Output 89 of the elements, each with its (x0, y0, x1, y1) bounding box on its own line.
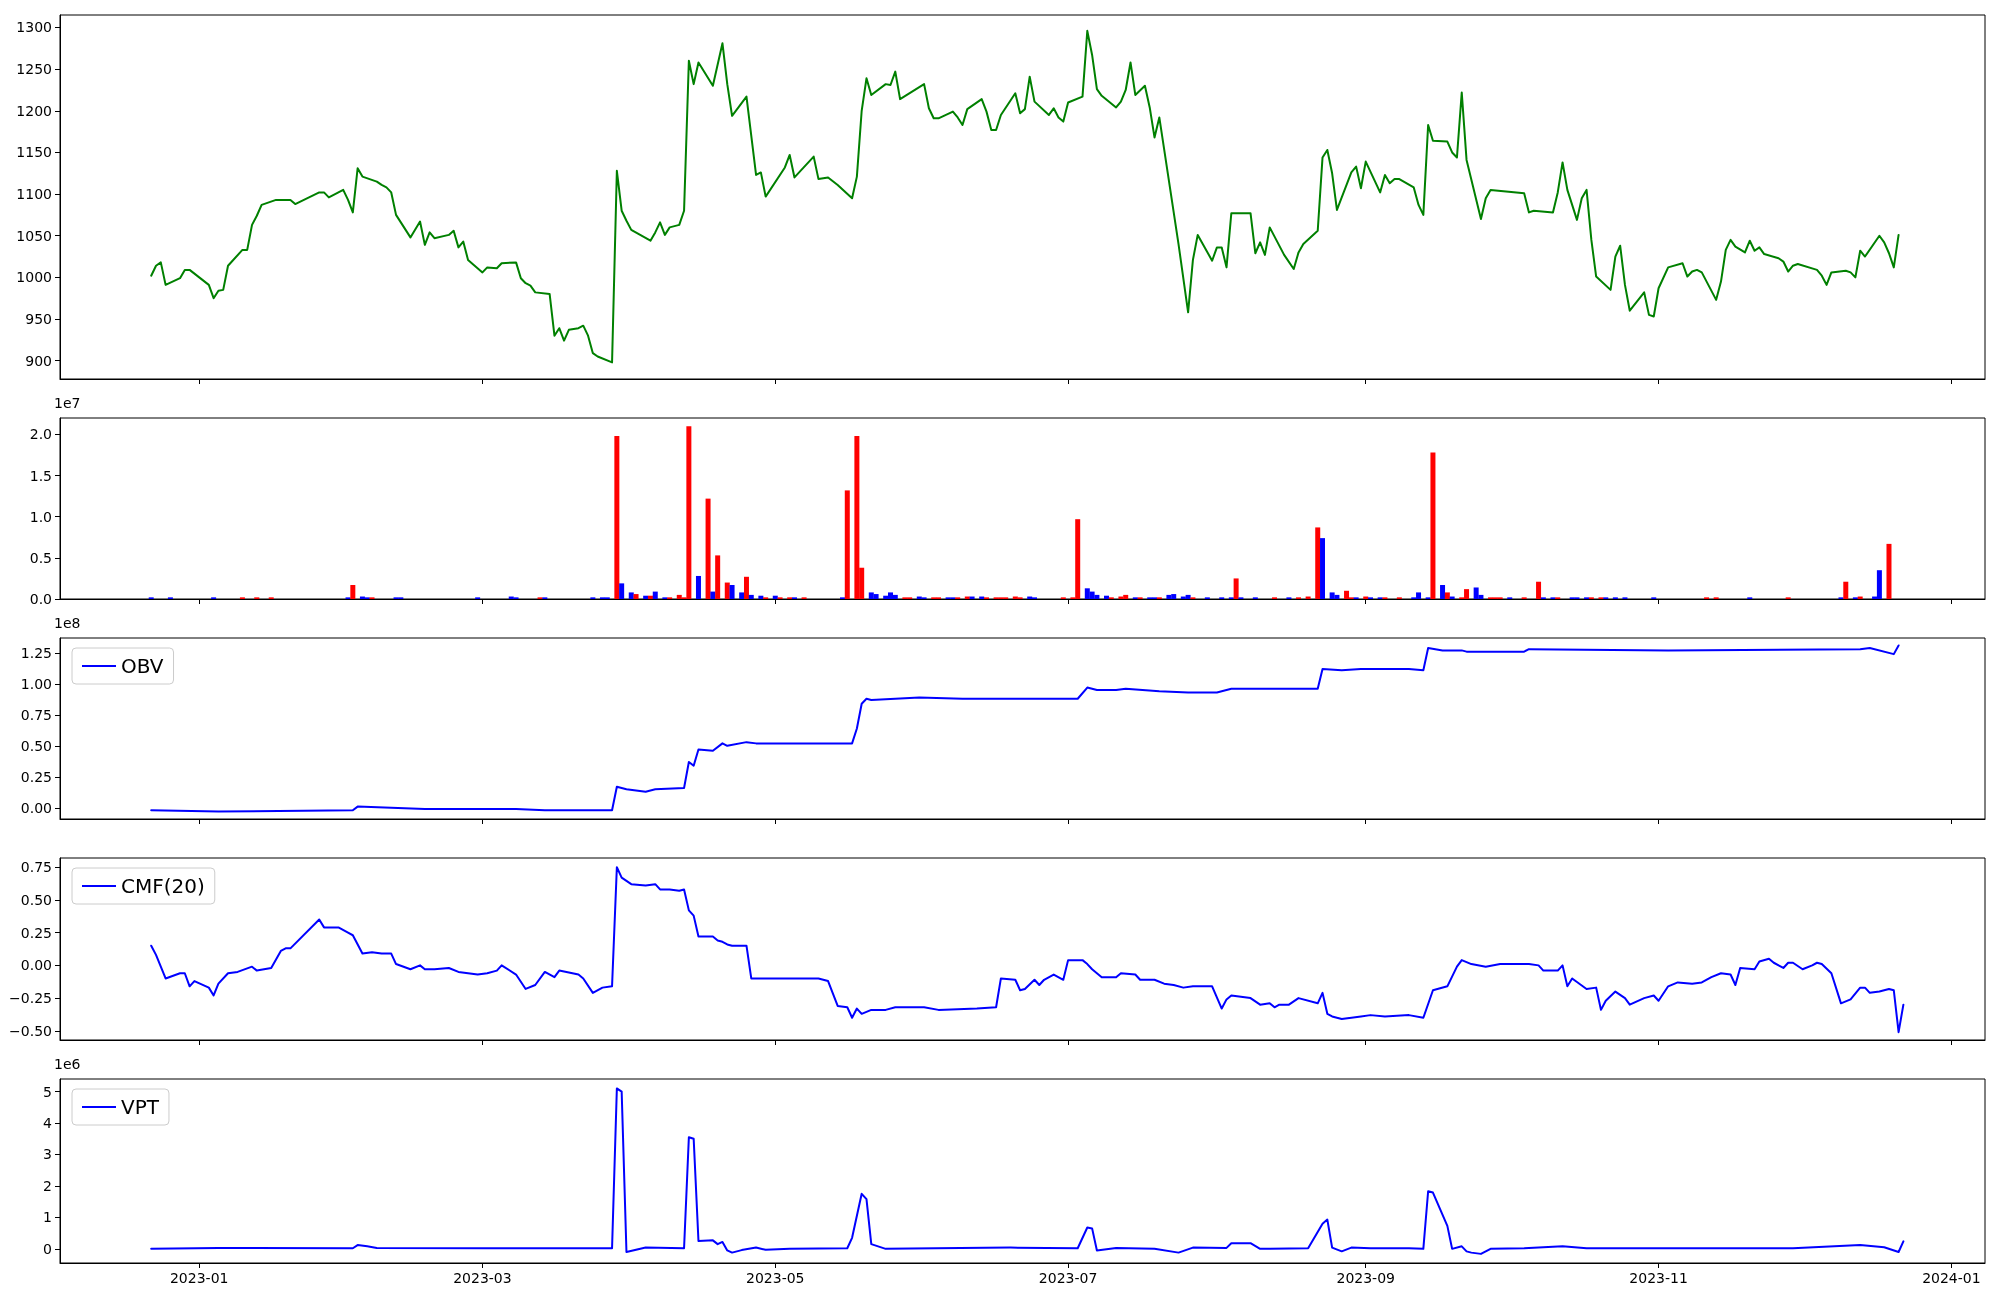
y-tick-label: 0.50 (20, 737, 52, 754)
bar (1536, 581, 1542, 599)
text: 1e8 (54, 615, 81, 631)
bar (1334, 594, 1340, 599)
x-tick-label: 2024-01 (1922, 1270, 1981, 1286)
y-tick-label: 1.5 (29, 467, 52, 484)
bar (739, 592, 745, 599)
bar (715, 555, 721, 599)
legend-label: OBV (121, 654, 164, 678)
y-tick-label: −0.25 (9, 990, 52, 1007)
bar (619, 583, 625, 599)
y-tick-label: 1.00 (20, 675, 52, 692)
y-tick-label: 1200 (16, 102, 52, 119)
bar (743, 576, 749, 599)
bar (1329, 592, 1335, 599)
bar (724, 582, 730, 599)
y-tick-label: 1150 (16, 144, 52, 161)
y-tick-label: 1.25 (20, 644, 52, 661)
y-tick-label: 1250 (16, 61, 52, 78)
x-tick-label: 2023-11 (1629, 1270, 1688, 1286)
y-tick-label: 1000 (16, 269, 52, 286)
bar (1886, 543, 1892, 599)
y-tick-label: 1.0 (29, 508, 52, 525)
legend-label: CMF(20) (121, 874, 205, 898)
bar (1315, 527, 1321, 599)
bar (647, 595, 653, 599)
y-tick-label: 1 (43, 1209, 52, 1226)
y-tick-label: 2 (43, 1177, 52, 1194)
legend-label: VPT (121, 1095, 160, 1119)
x-tick-label: 2023-09 (1336, 1270, 1395, 1286)
y-tick-label: 950 (25, 311, 52, 328)
x-tick-label: 2023-03 (453, 1270, 512, 1286)
bar (710, 591, 716, 599)
bar (1166, 594, 1172, 599)
x-tick-label: 2023-01 (169, 1270, 229, 1286)
y-tick-label: 0 (43, 1240, 52, 1257)
y-tick-label: 900 (25, 352, 52, 369)
bar (1233, 578, 1239, 599)
bar (350, 585, 356, 599)
bar (892, 594, 898, 599)
line-series (150, 29, 1900, 364)
bar (643, 595, 649, 599)
bar (633, 594, 639, 599)
text: 1e7 (54, 395, 81, 411)
y-tick-label: 0.50 (20, 891, 52, 908)
bar (652, 591, 658, 599)
bar (729, 585, 735, 599)
y-tick-label: 3 (43, 1146, 52, 1163)
x-tick-label: 2023-07 (1038, 1270, 1098, 1286)
y-tick-label: 0.75 (20, 706, 52, 723)
bar (1444, 592, 1450, 599)
y-tick-label: −0.50 (9, 1022, 52, 1039)
bar (705, 498, 711, 599)
bar (873, 594, 879, 599)
y-tick-label: 0.75 (20, 859, 52, 876)
y-tick-label: 0.25 (20, 924, 52, 941)
y-tick-label: 0.00 (20, 799, 52, 816)
bar (628, 592, 634, 599)
bar (758, 595, 764, 599)
y-tick-label: 1100 (16, 186, 52, 203)
bar (1320, 538, 1326, 599)
bar (1430, 452, 1436, 599)
y-tick-label: 1050 (16, 227, 52, 244)
y-tick-label: 2.0 (29, 426, 52, 443)
bar (1344, 590, 1350, 599)
bar (1876, 570, 1882, 599)
y-tick-label: 4 (43, 1115, 53, 1132)
bar (614, 436, 620, 599)
y-tick-label: 0.5 (29, 549, 52, 566)
y-tick-label: 1300 (16, 19, 52, 36)
bar (1104, 595, 1110, 599)
y-tick-label: 0.00 (20, 957, 52, 974)
bar (748, 594, 754, 599)
bar (676, 594, 682, 599)
bar (844, 490, 850, 599)
y-tick-label: 0.0 (29, 591, 52, 607)
bar (1843, 581, 1849, 599)
bar (854, 436, 860, 599)
bar (772, 595, 778, 599)
x-tick-label: 2023-05 (746, 1270, 805, 1286)
bar (1473, 587, 1479, 599)
text: 1e6 (54, 1056, 81, 1072)
bar (686, 426, 692, 599)
bar (1094, 594, 1100, 599)
bar (1440, 585, 1446, 599)
bar (695, 575, 701, 599)
bar (883, 595, 889, 599)
y-tick-label: 5 (43, 1083, 52, 1100)
y-tick-label: 0.25 (20, 768, 52, 785)
